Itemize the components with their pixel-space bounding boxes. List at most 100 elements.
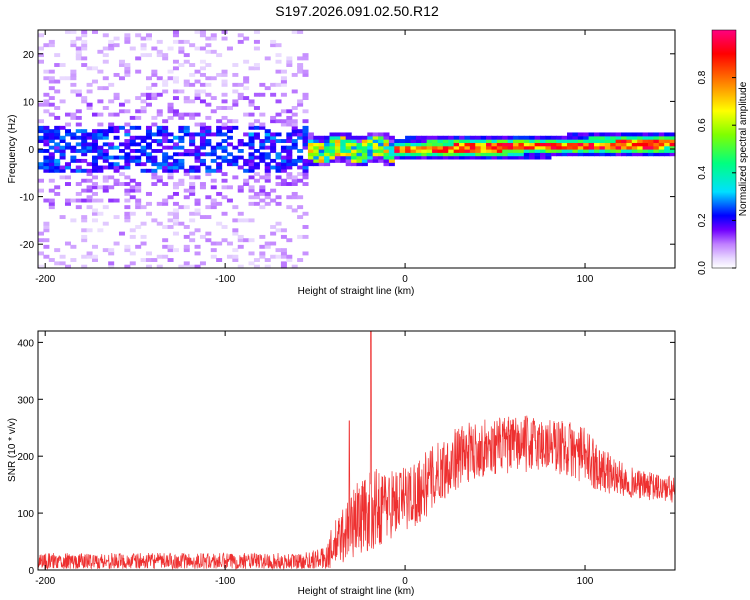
- spectrogram-cell: [97, 129, 104, 134]
- spectrogram-cell: [513, 149, 520, 153]
- spectrogram-cell: [459, 139, 466, 143]
- spectrogram-cell: [140, 241, 147, 246]
- spectrogram-cell: [421, 152, 428, 157]
- spectrogram-cell: [167, 162, 174, 167]
- spectrogram-cell: [502, 142, 509, 147]
- spectrogram-cell: [237, 92, 244, 97]
- spectrogram-cell: [210, 241, 217, 246]
- spectrogram-cell: [54, 162, 61, 167]
- spectrogram-cell: [124, 142, 131, 147]
- spectrogram-cell: [264, 86, 271, 91]
- spectrogram-cell: [81, 30, 88, 34]
- spectrogram-cell: [291, 89, 298, 94]
- spectrogram-cell: [356, 152, 363, 157]
- spectrogram-cell: [43, 254, 50, 259]
- spectrogram-cell: [464, 149, 471, 153]
- spectrogram-cell: [253, 135, 260, 140]
- spectrogram-cell: [437, 145, 444, 150]
- spectrogram-cell: [151, 122, 158, 127]
- spectrogram-cell: [631, 145, 638, 150]
- spectrogram-cell: [275, 195, 282, 200]
- spectrogram-cell: [345, 139, 352, 143]
- spectrogram-cell: [81, 96, 88, 101]
- spectrogram-cell: [507, 152, 514, 157]
- spectrogram-cell: [405, 155, 412, 160]
- spectrogram-cell: [356, 145, 363, 150]
- spectrogram-cell: [113, 182, 120, 186]
- spectrogram-cell: [194, 168, 201, 173]
- spectrogram-cell: [372, 149, 379, 153]
- spectrogram-cell: [572, 139, 579, 143]
- spectrogram-cell: [189, 264, 196, 269]
- spectrogram-cell: [183, 195, 190, 200]
- spectrogram-cell: [118, 102, 125, 107]
- spectrogram-cell: [621, 145, 628, 150]
- spectrogram-cell: [243, 168, 250, 173]
- spectrogram-cell: [378, 158, 385, 163]
- spectrogram-cell: [91, 129, 98, 134]
- spectrogram-cell: [324, 158, 331, 163]
- spectrogram-cell: [151, 72, 158, 77]
- spectrogram-cell: [275, 69, 282, 74]
- spectrogram-cell: [81, 178, 88, 183]
- spectrogram-cell: [140, 221, 147, 226]
- spectrogram-cell: [545, 135, 552, 140]
- spectrogram-cell: [97, 165, 104, 170]
- spectrogram-cell: [70, 89, 77, 94]
- spectrogram-cell: [156, 39, 163, 44]
- spectrogram-cell: [91, 112, 98, 117]
- spectrogram-cell: [205, 115, 212, 120]
- spectrogram-cell: [43, 155, 50, 160]
- spectrogram-cell: [199, 234, 206, 239]
- spectrogram-cell: [75, 122, 82, 127]
- spectrogram-cell: [507, 145, 514, 150]
- spectrogram-cell: [264, 129, 271, 134]
- spectrogram-cell: [205, 76, 212, 81]
- spectrogram-cell: [113, 168, 120, 173]
- spectrogram-cell: [572, 152, 579, 157]
- spectrogram-cell: [124, 99, 131, 104]
- spectrogram-cell: [38, 178, 44, 183]
- spectrogram-cell: [583, 135, 590, 140]
- spectrogram-cell: [356, 142, 363, 147]
- spectrogram-cell: [232, 248, 239, 253]
- spectrogram-cell: [232, 158, 239, 163]
- spectrogram-cell: [415, 149, 422, 153]
- spectrogram-cell: [307, 135, 314, 140]
- spectrogram-cell: [356, 139, 363, 143]
- spectrogram-cell: [637, 139, 644, 143]
- spectrogram-cell: [610, 132, 617, 137]
- spectrogram-cell: [70, 115, 77, 120]
- spectrogram-cell: [604, 132, 611, 137]
- spectrogram-cell: [162, 56, 169, 61]
- spectrogram-cell: [658, 139, 665, 143]
- spectrogram-cell: [162, 79, 169, 84]
- spectrogram-cell: [91, 145, 98, 150]
- spectrogram-cell: [248, 261, 255, 266]
- spectrogram-cell: [172, 39, 179, 44]
- spectrogram-cell: [43, 149, 50, 153]
- spectrogram-cell: [210, 36, 217, 41]
- spectrogram-cell: [199, 145, 206, 150]
- spectrogram-cell: [221, 132, 228, 137]
- spectrogram-cell: [529, 142, 536, 147]
- spectrogram-cell: [253, 30, 260, 34]
- spectrogram-cell: [167, 109, 174, 114]
- spectrogram-cell: [167, 155, 174, 160]
- spectrogram-cell: [221, 72, 228, 77]
- spectrogram-cell: [313, 149, 320, 153]
- spectrogram-cell: [118, 165, 125, 170]
- spectrogram-cell: [615, 149, 622, 153]
- spectrogram-cell: [97, 135, 104, 140]
- spectrogram-cell: [594, 145, 601, 150]
- spectrogram-cell: [81, 129, 88, 134]
- spectrogram-cell: [615, 139, 622, 143]
- spectrogram-cell: [172, 182, 179, 186]
- spectrogram-cell: [167, 244, 174, 249]
- spectrogram-cell: [172, 162, 179, 167]
- spectrogram-cell: [237, 234, 244, 239]
- spectrogram-cell: [81, 99, 88, 104]
- spectrogram-cell: [297, 149, 304, 153]
- spectrogram-cell: [329, 132, 336, 137]
- spectrogram-cell: [648, 142, 655, 147]
